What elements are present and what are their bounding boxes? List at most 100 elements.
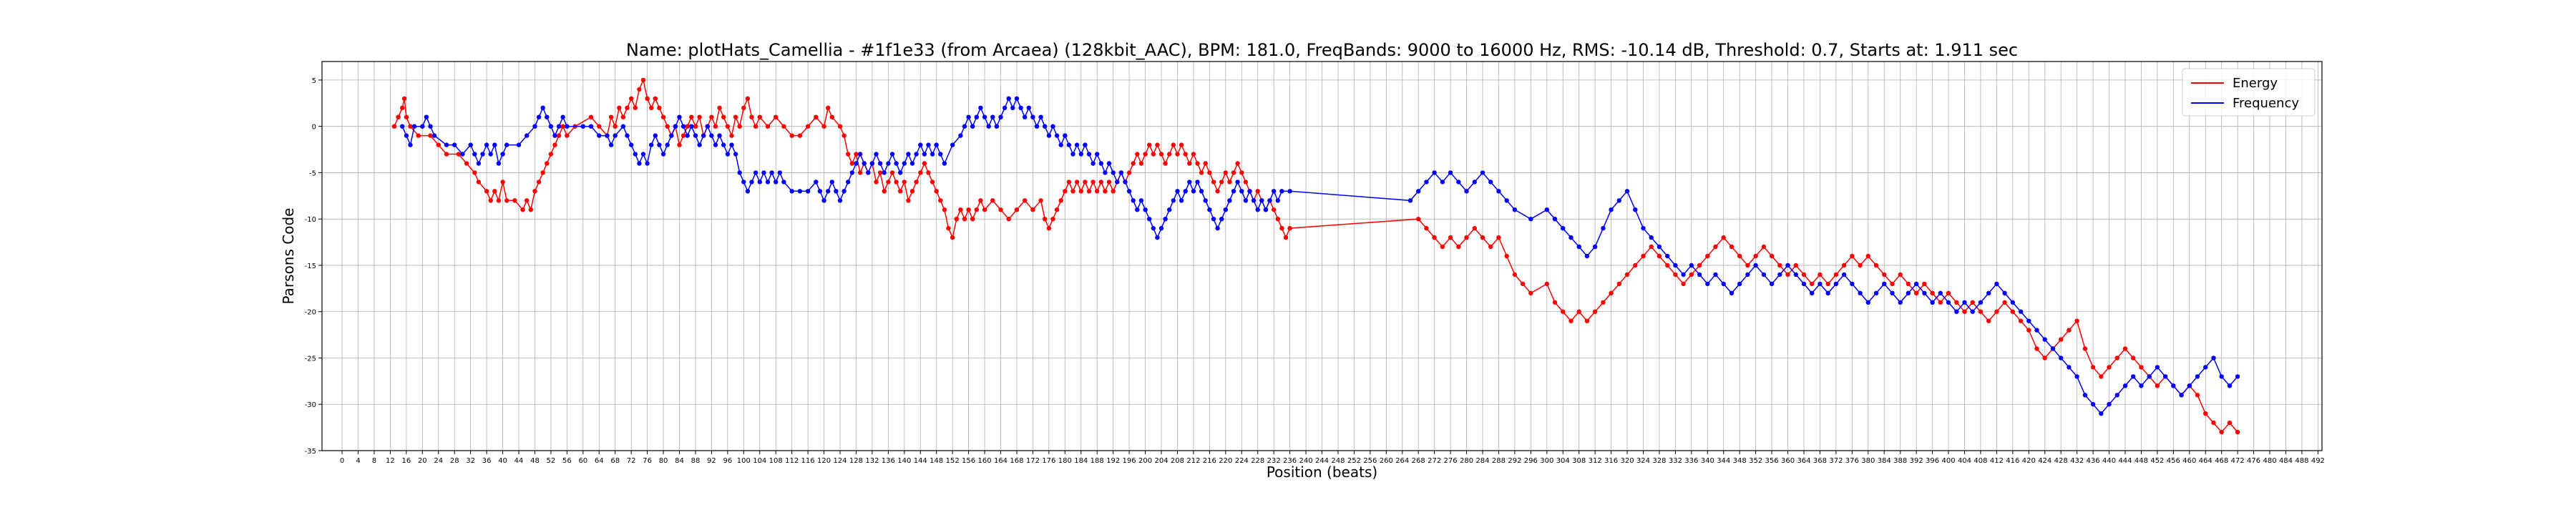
- data-point-frequency: [1175, 189, 1180, 194]
- data-point-energy: [1095, 189, 1100, 194]
- data-point-energy: [1584, 318, 1590, 323]
- data-point-frequency: [1721, 281, 1726, 287]
- x-tick-label: 456: [2167, 457, 2180, 465]
- data-point-energy: [1054, 207, 1060, 212]
- data-point-frequency: [882, 170, 887, 175]
- data-point-frequency: [745, 189, 751, 194]
- data-point-energy: [1970, 300, 1975, 305]
- data-point-energy: [548, 152, 554, 157]
- x-tick-label: 96: [723, 457, 732, 465]
- data-point-frequency: [588, 124, 594, 129]
- data-point-energy: [1930, 290, 1935, 295]
- data-point-frequency: [516, 142, 522, 147]
- data-point-frequency: [862, 161, 867, 166]
- data-point-frequency: [1147, 217, 1152, 222]
- x-tick-label: 60: [578, 457, 587, 465]
- data-point-energy: [1143, 152, 1148, 157]
- data-point-frequency: [846, 180, 851, 185]
- data-point-energy: [2026, 328, 2031, 333]
- data-point-energy: [680, 133, 686, 138]
- data-point-energy: [1488, 244, 1493, 250]
- data-point-frequency: [753, 170, 758, 175]
- data-point-frequency: [918, 142, 923, 147]
- data-point-frequency: [1098, 161, 1104, 166]
- data-point-energy: [649, 105, 654, 110]
- data-point-frequency: [1576, 244, 1581, 250]
- data-point-frequency: [982, 114, 987, 119]
- data-point-frequency: [1070, 152, 1075, 157]
- data-point-frequency: [552, 133, 557, 138]
- data-point-frequency: [1279, 189, 1284, 194]
- data-point-frequency: [1118, 170, 1124, 175]
- data-point-energy: [713, 124, 718, 129]
- data-point-energy: [2099, 374, 2104, 379]
- data-point-frequency: [2042, 337, 2047, 342]
- data-point-frequency: [2059, 355, 2064, 360]
- data-point-energy: [837, 124, 843, 129]
- data-point-frequency: [1745, 272, 1750, 278]
- series-layer: [391, 77, 2240, 435]
- data-point-energy: [1239, 170, 1244, 175]
- x-tick-label: 152: [946, 457, 960, 465]
- data-point-energy: [1544, 281, 1549, 287]
- data-point-frequency: [1464, 189, 1469, 194]
- data-point-energy: [588, 114, 594, 119]
- x-tick-label: 428: [2054, 457, 2068, 465]
- x-tick-label: 336: [1684, 457, 1698, 465]
- data-point-energy: [693, 124, 698, 129]
- data-point-frequency: [1440, 180, 1445, 185]
- data-point-frequency: [1207, 207, 1212, 212]
- y-tick-label: -35: [305, 448, 316, 456]
- x-tick-label: 388: [1893, 457, 1907, 465]
- x-tick-label: 16: [401, 457, 411, 465]
- data-point-energy: [1456, 244, 1461, 250]
- x-tick-label: 28: [450, 457, 459, 465]
- data-point-energy: [1207, 170, 1212, 175]
- data-point-energy: [2195, 393, 2200, 398]
- data-point-frequency: [2074, 374, 2079, 379]
- data-point-frequency: [877, 161, 883, 166]
- data-point-frequency: [1272, 189, 1277, 194]
- data-point-frequency: [400, 124, 405, 129]
- data-point-energy: [1272, 207, 1277, 212]
- data-point-frequency: [986, 124, 991, 129]
- data-point-energy: [1785, 272, 1790, 278]
- data-point-frequency: [849, 170, 855, 175]
- data-point-energy: [918, 170, 923, 175]
- data-point-frequency: [556, 124, 562, 129]
- data-point-energy: [1657, 253, 1662, 259]
- data-point-frequency: [729, 142, 734, 147]
- data-point-energy: [2059, 337, 2064, 342]
- x-tick-label: 228: [1251, 457, 1264, 465]
- x-tick-label: 448: [2135, 457, 2148, 465]
- data-point-frequency: [2099, 411, 2104, 416]
- data-point-energy: [970, 217, 975, 222]
- data-point-frequency: [930, 152, 935, 157]
- data-point-energy: [1098, 180, 1104, 185]
- data-point-energy: [1865, 253, 1870, 259]
- y-tick-label: -30: [305, 401, 316, 409]
- x-tick-label: 216: [1203, 457, 1216, 465]
- x-tick-label: 416: [2006, 457, 2019, 465]
- data-point-frequency: [1199, 189, 1204, 194]
- data-point-energy: [1745, 263, 1750, 268]
- x-tick-label: 256: [1363, 457, 1377, 465]
- data-point-energy: [1833, 272, 1839, 278]
- data-point-frequency: [1138, 198, 1144, 203]
- data-point-frequency: [2026, 318, 2031, 323]
- x-tick-label: 460: [2182, 457, 2196, 465]
- data-point-frequency: [649, 142, 654, 147]
- data-point-energy: [1729, 244, 1735, 250]
- data-point-energy: [1255, 189, 1260, 194]
- data-point-frequency: [1066, 142, 1072, 147]
- data-point-energy: [749, 114, 754, 119]
- data-point-energy: [1705, 253, 1710, 259]
- data-point-energy: [841, 133, 847, 138]
- data-point-frequency: [914, 152, 919, 157]
- data-point-energy: [2122, 346, 2128, 351]
- data-point-energy: [2114, 355, 2119, 360]
- data-point-frequency: [1219, 217, 1224, 222]
- data-point-energy: [492, 189, 497, 194]
- data-point-energy: [942, 207, 947, 212]
- x-tick-label: 352: [1749, 457, 1762, 465]
